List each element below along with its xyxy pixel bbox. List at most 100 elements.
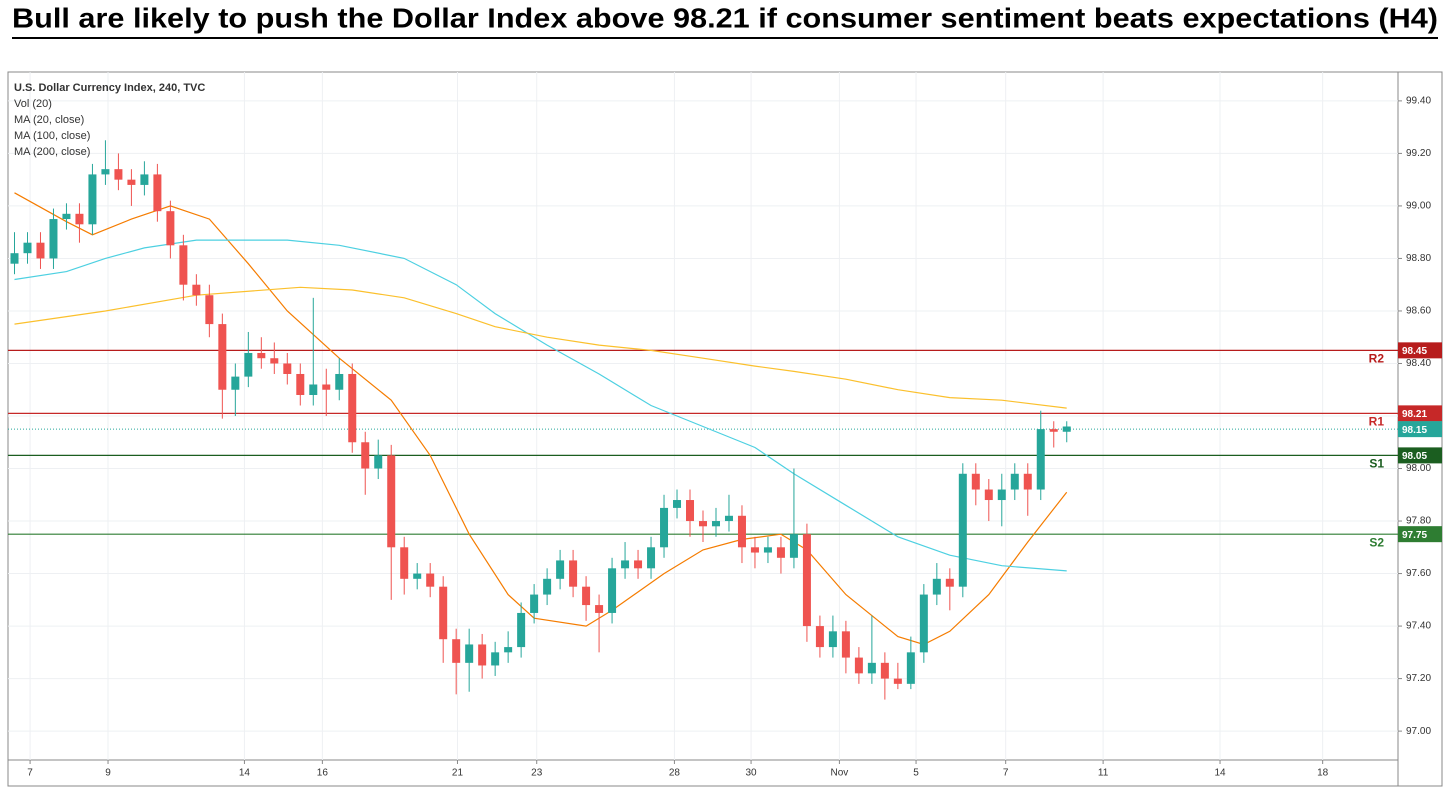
candle-body — [504, 647, 513, 653]
price-tag — [1398, 405, 1442, 422]
candle-body — [776, 547, 785, 558]
candle-body — [828, 631, 837, 648]
candle-body — [491, 652, 500, 666]
candle-body — [647, 547, 656, 569]
candle-body — [543, 578, 552, 595]
candle-body — [244, 352, 253, 377]
candle-body — [841, 631, 850, 658]
y-tick-label: 98.80 — [1406, 253, 1431, 264]
candle-body — [426, 573, 435, 587]
candle-body — [686, 500, 695, 522]
candle-body — [595, 605, 604, 613]
candle-body — [296, 373, 305, 395]
candle-body — [673, 500, 682, 508]
candle-body — [140, 174, 149, 185]
y-tick-label: 98.60 — [1406, 306, 1431, 317]
candle-body — [621, 560, 630, 569]
x-tick-label: 9 — [105, 768, 111, 779]
candle-body — [439, 586, 448, 640]
legend-entry: MA (20, close) — [14, 114, 84, 126]
moving-average — [14, 286, 1067, 409]
candle-body — [114, 169, 123, 180]
x-tick-label: 7 — [1003, 768, 1009, 779]
level-label: R1 — [1369, 415, 1385, 429]
candle-body — [478, 644, 487, 666]
x-tick-label: 28 — [669, 768, 681, 779]
candle-body — [530, 594, 539, 613]
y-tick-label: 99.00 — [1406, 201, 1431, 212]
y-tick-label: 98.00 — [1406, 463, 1431, 474]
x-tick-label: Nov — [831, 768, 849, 779]
candle-body — [348, 373, 357, 443]
candle-body — [192, 284, 201, 296]
x-tick-label: 21 — [452, 768, 464, 779]
candle-body — [413, 573, 422, 579]
candle-body — [1010, 473, 1019, 490]
candle-body — [867, 662, 876, 674]
x-tick-label: 14 — [239, 768, 251, 779]
candle-body — [971, 473, 980, 490]
x-tick-label: 30 — [746, 768, 758, 779]
candle-body — [218, 324, 227, 390]
candle-body — [1049, 429, 1058, 432]
x-tick-label: 18 — [1317, 768, 1329, 779]
volume-label: Vol (20) — [14, 98, 52, 110]
candle-body — [283, 363, 292, 374]
price-tag — [1398, 526, 1442, 543]
candle-body — [62, 213, 71, 220]
moving-average — [14, 192, 1068, 646]
y-tick-label: 97.60 — [1406, 568, 1431, 579]
candle-body — [608, 568, 617, 613]
candle-body — [231, 376, 240, 390]
chart-title: Bull are likely to push the Dollar Index… — [12, 2, 1438, 33]
candle-body — [127, 179, 136, 185]
candle-body — [49, 219, 58, 259]
x-tick-label: 16 — [317, 768, 329, 779]
candle-body — [1036, 429, 1045, 490]
candle-body — [945, 578, 954, 587]
candle-body — [569, 560, 578, 587]
candle-body — [374, 455, 383, 469]
legend-entry: MA (200, close) — [14, 146, 90, 158]
candle-body — [724, 515, 733, 522]
level-label: R2 — [1369, 352, 1385, 366]
candle-body — [699, 521, 707, 527]
candle-body — [932, 578, 941, 595]
candle-body — [452, 639, 461, 663]
candle-body — [465, 644, 474, 663]
moving-average — [14, 239, 1067, 572]
symbol-label: U.S. Dollar Currency Index, 240, TVC — [14, 82, 205, 94]
x-tick-label: 5 — [913, 768, 919, 779]
candle-body — [1062, 426, 1071, 432]
candle-body — [893, 678, 902, 684]
price-tag-label: 98.15 — [1402, 425, 1427, 436]
candle-body — [997, 489, 1006, 501]
candle-body — [257, 352, 266, 359]
candle-body — [179, 245, 188, 285]
candle-body — [958, 473, 967, 587]
x-tick-label: 23 — [531, 768, 543, 779]
candle-body — [789, 534, 798, 558]
candle-body — [582, 586, 591, 606]
candle-body — [205, 295, 214, 325]
x-tick-label: 11 — [1098, 768, 1109, 779]
price-tag — [1398, 342, 1442, 359]
y-tick-label: 99.40 — [1406, 96, 1431, 107]
y-tick-label: 97.80 — [1406, 516, 1431, 527]
candle-body — [270, 358, 279, 364]
level-label: S1 — [1369, 457, 1384, 471]
candle-body — [737, 515, 746, 548]
candle-body — [322, 384, 331, 390]
candle-body — [750, 547, 759, 553]
price-tag-label: 97.75 — [1402, 530, 1427, 541]
y-tick-label: 97.00 — [1406, 726, 1431, 737]
y-tick-label: 97.40 — [1406, 621, 1431, 632]
price-tag — [1398, 421, 1442, 438]
candle-body — [400, 547, 409, 579]
candle-body — [919, 594, 928, 653]
candle-body — [10, 253, 19, 264]
candle-body — [802, 534, 811, 627]
candle-body — [517, 612, 526, 648]
candle-body — [1023, 473, 1032, 490]
